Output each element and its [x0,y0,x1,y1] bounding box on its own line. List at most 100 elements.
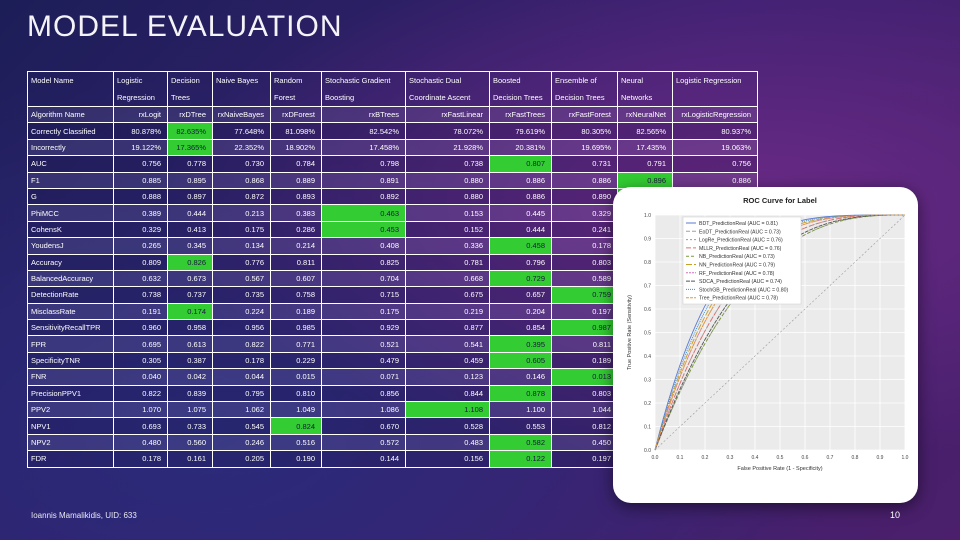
column-header: Logistic Regression [113,71,168,107]
table-cell: 0.122 [489,450,552,468]
table-cell: 80.937% [672,122,758,140]
table-cell: 0.453 [321,220,406,239]
table-cell: 0.756 [672,155,758,173]
table-cell: 0.483 [405,433,490,452]
column-header: Ensemble of Decision Trees [551,71,618,107]
table-cell: 0.459 [405,351,490,370]
table-cell: 0.480 [113,433,168,452]
table-cell: 19.695% [551,138,618,157]
legend-entry: EoDT_PredictionReal (AUC = 0.73) [699,229,781,235]
table-cell: 0.811 [551,335,618,353]
table-cell: 0.737 [167,286,213,304]
legend-entry: LogRe_PredictionReal (AUC = 0.76) [699,238,783,244]
table-cell: 0.560 [167,433,213,452]
table-cell: 0.956 [212,319,271,337]
table-cell: 0.784 [270,155,322,173]
y-tick-label: 0.0 [644,448,651,454]
table-cell: 0.156 [405,450,490,468]
row-label: MisclassRate [27,302,114,321]
table-cell: 0.822 [212,335,271,353]
table-cell: 0.229 [270,351,322,370]
chart-title: ROC Curve for Label [743,196,817,205]
table-cell: 0.810 [270,384,322,403]
table-cell: 1.086 [321,401,406,419]
table-cell: 0.877 [405,319,490,337]
table-cell: 0.408 [321,237,406,255]
row-label: FNR [27,368,114,386]
table-cell: 1.100 [489,401,552,419]
table-cell: 0.395 [489,335,552,353]
table-cell: 80.878% [113,122,168,140]
table-cell: 17.435% [617,138,673,157]
table-cell: 0.178 [113,450,168,468]
table-cell: 0.771 [270,335,322,353]
table-cell: 18.902% [270,138,322,157]
table-cell: 0.241 [551,220,618,239]
row-label: NPV1 [27,417,114,435]
table-cell: 0.015 [270,368,322,386]
table-cell: 0.885 [113,171,168,189]
table-cell: 0.336 [405,237,490,255]
table-cell: 0.389 [113,204,168,222]
table-cell: 0.895 [167,171,213,189]
table-cell: 0.445 [489,204,552,222]
table-cell: 0.888 [113,187,168,206]
table-cell: 0.582 [489,433,552,452]
table-cell: 0.854 [489,319,552,337]
table-cell: 0.204 [489,302,552,321]
table-cell: 0.738 [405,155,490,173]
table-cell: 0.545 [212,417,271,435]
table-cell: 0.758 [270,286,322,304]
x-tick-label: 0.7 [827,455,834,461]
table-cell: 0.383 [270,204,322,222]
x-axis-label: False Positive Rate (1 - Specificity) [737,466,822,472]
table-cell: 0.175 [212,220,271,239]
table-body: Algorithm Name rxLogit rxDTree rxNaiveBayes… [27,105,758,468]
table-cell: 0.695 [113,335,168,353]
row-label: SensitivityRecallTPR [27,319,114,337]
table-cell: 0.305 [113,351,168,370]
table-cell: 0.463 [321,204,406,222]
table-cell: 78.072% [405,122,490,140]
table-cell: 0.572 [321,433,406,452]
table-cell: 0.878 [489,384,552,403]
x-tick-label: 0.9 [877,455,884,461]
table-cell: 0.146 [489,368,552,386]
table-cell: 0.693 [113,417,168,435]
table-cell: 1.108 [405,401,490,419]
table-cell: 0.175 [321,302,406,321]
table-cell: 0.731 [551,155,618,173]
table-cell: 0.795 [212,384,271,403]
y-axis-label: True Positive Rate (Sensitivity) [627,295,633,370]
row-label: AUC [27,155,114,173]
y-tick-label: 0.2 [644,401,651,407]
table-cell: 0.759 [551,286,618,304]
footer-author: Ioannis Mamalikidis, UID: 633 [31,511,137,520]
table-cell: 0.450 [551,433,618,452]
table-cell: 0.889 [270,171,322,189]
table-cell: 0.607 [270,269,322,288]
column-header: Random Forest [270,71,322,107]
table-cell: 0.205 [212,450,271,468]
table-cell: 0.929 [321,319,406,337]
table-row: FDR 0.178 0.161 0.205 0.190 0.144 0.156 0.122 0.… [27,450,758,468]
table-cell: 81.098% [270,122,322,140]
table-cell: 0.673 [167,269,213,288]
table-cell: 0.824 [270,417,322,435]
table-cell: 0.189 [270,302,322,321]
table-cell: 0.444 [167,204,213,222]
legend-entry: SDCA_PredictionReal (AUC = 0.74) [699,279,782,285]
table-cell: 20.381% [489,138,552,157]
table-cell: 0.286 [270,220,322,239]
table-cell: 1.070 [113,401,168,419]
table-cell: 0.897 [167,187,213,206]
table-cell: 0.013 [551,368,618,386]
table-cell: 0.886 [489,187,552,206]
table-cell: 0.893 [270,187,322,206]
table-cell: 19.122% [113,138,168,157]
table-cell: 0.213 [212,204,271,222]
table-cell: 0.567 [212,269,271,288]
row-label: Correctly Classified [27,122,114,140]
table-cell: 0.856 [321,384,406,403]
chance-diagonal [654,214,906,451]
